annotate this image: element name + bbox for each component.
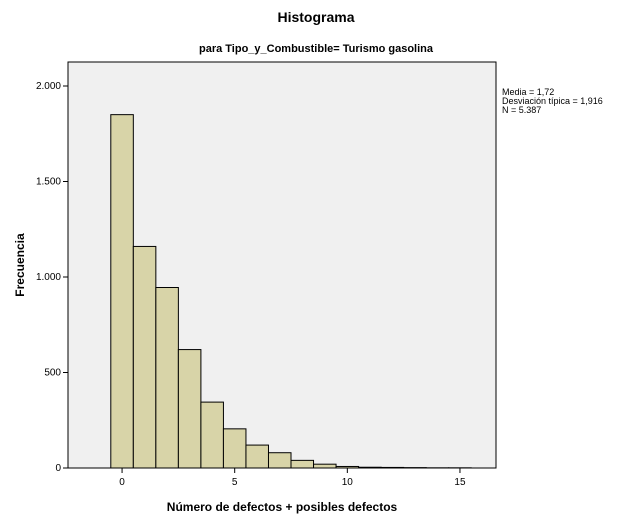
y-tick-label: 500 bbox=[44, 368, 61, 379]
x-axis-ticks: 0 5 10 15 bbox=[119, 468, 466, 488]
histogram-bar-1 bbox=[132, 245, 157, 469]
x-tick-label: 0 bbox=[119, 477, 125, 488]
y-tick-label: 1.500 bbox=[36, 177, 61, 188]
x-axis-title: Número de defectos + posibles defectos bbox=[167, 500, 398, 514]
histogram-bar-9 bbox=[313, 463, 337, 469]
histogram-bar-11 bbox=[358, 466, 382, 469]
histogram-bar-12 bbox=[380, 466, 405, 469]
y-axis-title: Frecuencia bbox=[13, 233, 27, 297]
histogram-bar-8 bbox=[290, 459, 315, 469]
histogram-bar-6 bbox=[245, 444, 269, 469]
histogram-bar-2 bbox=[155, 287, 179, 469]
histogram-bar-7 bbox=[267, 452, 292, 469]
histogram-bar-5 bbox=[222, 428, 247, 469]
x-tick-label: 15 bbox=[454, 477, 466, 488]
y-tick-label: 0 bbox=[55, 463, 61, 474]
y-axis-ticks: 0 500 1.000 1.500 2.000 bbox=[36, 81, 68, 474]
stats-box: Media = 1,72 Desviación típica = 1,916 N… bbox=[502, 87, 603, 115]
histogram-bar-10 bbox=[335, 465, 360, 469]
x-tick-label: 10 bbox=[342, 477, 354, 488]
stats-n: N = 5.387 bbox=[502, 105, 541, 115]
histogram-bar-3 bbox=[177, 349, 202, 469]
histogram-bars bbox=[110, 114, 472, 469]
chart-title: Histograma bbox=[277, 9, 354, 25]
x-tick-label: 5 bbox=[232, 477, 238, 488]
stats-std-dev: Desviación típica = 1,916 bbox=[502, 96, 603, 106]
chart-subtitle: para Tipo_y_Combustible= Turismo gasolin… bbox=[199, 43, 434, 55]
stats-mean: Media = 1,72 bbox=[502, 87, 554, 97]
histogram-bar-4 bbox=[200, 401, 224, 469]
histogram-bar-0 bbox=[110, 114, 134, 469]
y-tick-label: 2.000 bbox=[36, 81, 61, 92]
y-tick-label: 1.000 bbox=[36, 272, 61, 283]
